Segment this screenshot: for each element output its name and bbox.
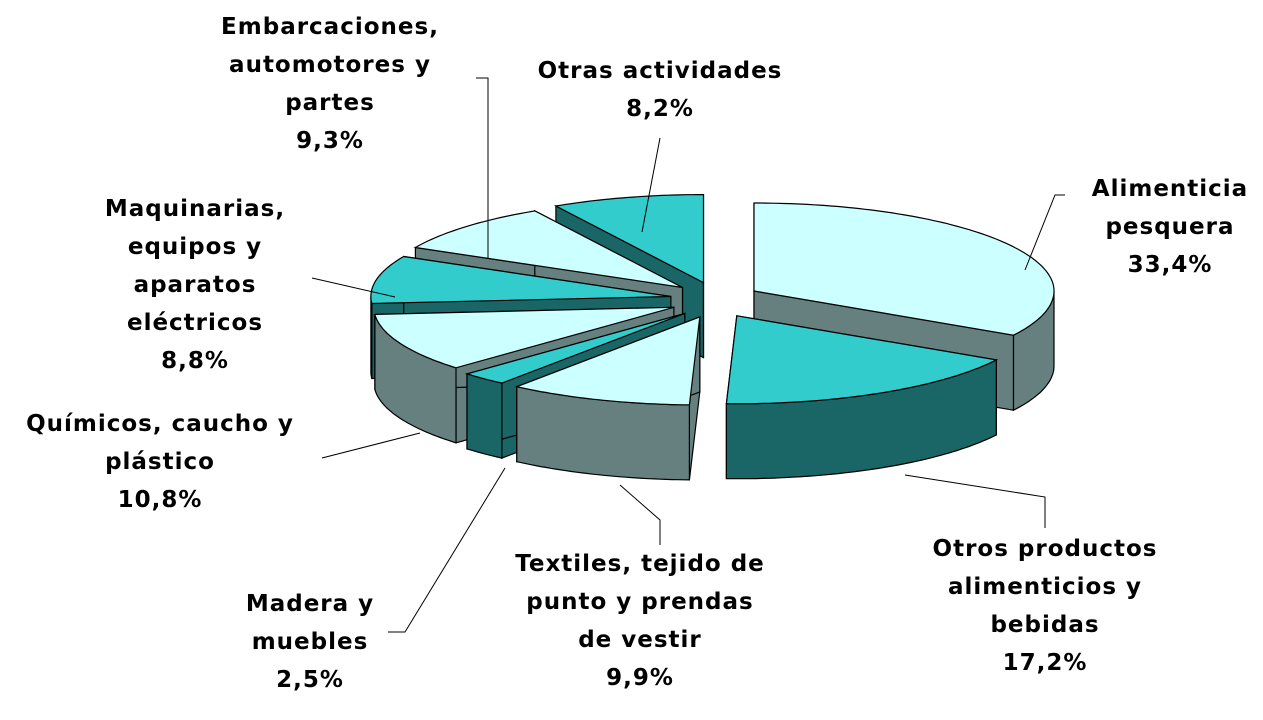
value-label: 17,2% bbox=[1002, 650, 1088, 676]
slice-label: Embarcaciones, automotores y partes 9,3% bbox=[190, 8, 470, 160]
leader-line bbox=[1024, 194, 1065, 271]
slice-label: Textiles, tejido de punto y prendas de v… bbox=[510, 545, 770, 697]
value-label: 2,5% bbox=[276, 667, 344, 693]
leader-line bbox=[311, 277, 396, 298]
slice bbox=[514, 315, 701, 406]
slice-label: Madera y muebles 2,5% bbox=[225, 585, 395, 699]
leader-line bbox=[904, 474, 1046, 528]
leader-line bbox=[321, 432, 421, 459]
value-label: 8,2% bbox=[626, 96, 694, 122]
slice-label: Químicos, caucho y plástico 10,8% bbox=[10, 405, 310, 519]
slice bbox=[753, 202, 1055, 336]
category-label: Textiles, tejido de punto y prendas de v… bbox=[515, 551, 765, 653]
slice bbox=[553, 194, 705, 284]
slice bbox=[725, 315, 999, 405]
slice-label: Alimenticia pesquera 33,4% bbox=[1070, 170, 1263, 284]
category-label: Maquinarias, equipos y aparatos eléctric… bbox=[104, 196, 286, 336]
category-label: Madera y muebles bbox=[245, 591, 375, 655]
slice-side bbox=[370, 296, 373, 379]
category-label: Químicos, caucho y plástico bbox=[26, 411, 294, 475]
slice bbox=[725, 315, 999, 480]
slice bbox=[514, 315, 701, 481]
slice bbox=[464, 312, 686, 384]
category-label: Otras actividades bbox=[537, 58, 783, 84]
leader-line bbox=[619, 484, 661, 545]
leader-line bbox=[476, 77, 489, 258]
slice-side bbox=[466, 373, 503, 459]
slice bbox=[374, 306, 675, 369]
value-label: 33,4% bbox=[1127, 252, 1213, 278]
slice bbox=[413, 210, 683, 289]
leader-line bbox=[641, 137, 661, 233]
leader-line bbox=[388, 467, 506, 633]
slice-label: Maquinarias, equipos y aparatos eléctric… bbox=[75, 190, 315, 380]
slice-label: Otros productos alimenticios y bebidas 17… bbox=[895, 530, 1195, 682]
value-label: 9,3% bbox=[296, 128, 364, 154]
category-label: Embarcaciones, automotores y partes bbox=[221, 14, 439, 116]
category-label: Alimenticia pesquera bbox=[1091, 176, 1249, 240]
slice-label: Otras actividades 8,2% bbox=[500, 52, 820, 128]
value-label: 10,8% bbox=[117, 487, 203, 513]
value-label: 9,9% bbox=[606, 665, 674, 691]
category-label: Otros productos alimenticios y bebidas bbox=[932, 536, 1158, 638]
slice bbox=[370, 255, 671, 305]
value-label: 8,8% bbox=[161, 348, 229, 374]
